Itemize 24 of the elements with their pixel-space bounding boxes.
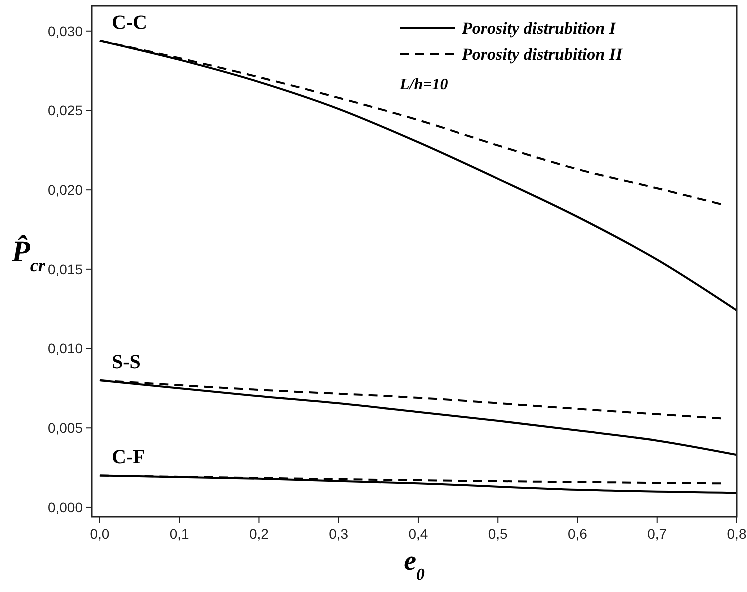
x-tick-label: 0,6 — [568, 526, 588, 542]
x-tick-label: 0,3 — [329, 526, 349, 542]
annotation: L/h=10 — [399, 76, 448, 94]
x-tick-label: 0,4 — [408, 526, 428, 542]
legend-label: Porosity distrubition II — [461, 44, 624, 64]
x-tick-label: 0,5 — [488, 526, 508, 542]
x-tick-label: 0,2 — [249, 526, 270, 542]
annotation: C-C — [112, 12, 148, 34]
annotation: C-F — [112, 446, 146, 469]
y-tick-label: 0,030 — [48, 23, 84, 40]
y-tick-label: 0,000 — [48, 499, 84, 516]
x-tick-label: 0,8 — [727, 526, 747, 542]
x-tick-label: 0,1 — [170, 526, 190, 542]
y-tick-label: 0,015 — [48, 261, 84, 278]
y-tick-label: 0,025 — [48, 102, 84, 119]
legend-label: Porosity distrubition I — [461, 18, 618, 38]
y-tick-label: 0,005 — [48, 420, 84, 436]
annotation: S-S — [112, 352, 141, 374]
x-tick-label: 0,0 — [90, 526, 110, 542]
x-tick-label: 0,7 — [648, 526, 668, 542]
y-tick-label: 0,010 — [48, 340, 84, 357]
x-axis-title: e$_{0}$ — [404, 546, 426, 584]
y-tick-label: 0,020 — [48, 182, 84, 198]
y-axis-title: P̂$_{cr}$ — [11, 234, 46, 276]
